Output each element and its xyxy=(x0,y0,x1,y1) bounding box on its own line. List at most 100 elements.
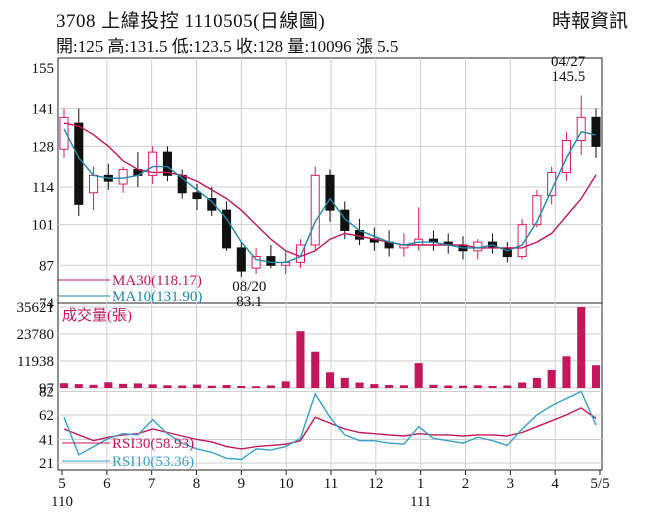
rsi30-label: RSI30(58.93) xyxy=(112,436,194,452)
rsi30-line xyxy=(63,407,597,450)
price-stats: 開:125 高:131.5 低:123.5 收:128 量:10096 漲 5.… xyxy=(56,37,399,56)
volume-bar xyxy=(222,385,231,388)
candle-body xyxy=(59,116,69,150)
month-label: 2 xyxy=(462,476,470,492)
low-date-label: 08/20 xyxy=(232,279,266,295)
price-tick-label: 128 xyxy=(32,139,55,155)
month-label: 8 xyxy=(193,476,201,492)
volume-bar xyxy=(281,381,290,388)
volume-bar xyxy=(89,384,98,388)
month-label: 10 xyxy=(279,476,294,492)
volume-bar xyxy=(148,384,157,388)
candle-body xyxy=(547,171,557,197)
ma30-label: MA30(118.17) xyxy=(112,273,202,289)
candle-body xyxy=(576,116,586,142)
volume-bar xyxy=(59,383,69,388)
price-tick-label: 101 xyxy=(32,218,55,234)
chart-title: 3708 上緯投控 1110505(日線圖) xyxy=(56,11,326,32)
candle-body xyxy=(310,174,320,246)
month-label: 5 xyxy=(58,476,66,492)
price-tick-label: 114 xyxy=(32,180,54,196)
month-label: 9 xyxy=(238,476,246,492)
candle-body xyxy=(74,122,84,205)
volume-bar xyxy=(119,383,128,388)
volume-bar xyxy=(370,384,379,388)
volume-bar xyxy=(311,351,320,388)
volume-bar xyxy=(458,385,468,388)
rsi-tick-label: 21 xyxy=(39,456,54,472)
volume-bar xyxy=(503,385,512,388)
volume-bar xyxy=(296,331,305,388)
volume-bar xyxy=(399,385,408,388)
candle-body xyxy=(325,174,335,211)
volume-bar xyxy=(591,365,601,388)
price-tick-label: 74 xyxy=(39,296,55,312)
volume-bar xyxy=(104,382,113,388)
candle-body xyxy=(591,116,601,147)
volume-bar xyxy=(74,384,83,388)
volume-bar xyxy=(488,385,497,388)
volume-bar xyxy=(429,384,438,388)
volume-bar xyxy=(163,385,172,388)
month-label: 6 xyxy=(103,476,111,492)
volume-bar xyxy=(340,377,349,388)
candle-body xyxy=(207,198,217,211)
volume-bar xyxy=(237,385,246,388)
volume-bar xyxy=(207,385,216,388)
ma10-label: MA10(131.90) xyxy=(112,289,202,305)
candle-body xyxy=(251,256,261,269)
high-date-label: 04/27 xyxy=(551,54,586,70)
volume-tick-label: 23780 xyxy=(17,327,55,343)
ma10-line xyxy=(63,128,597,264)
rsi10-line xyxy=(63,390,597,461)
price-tick-label: 87 xyxy=(39,258,55,274)
volume-bar xyxy=(178,385,187,388)
volume-bar xyxy=(266,385,275,388)
low-value-label: 83.1 xyxy=(236,294,262,310)
candle-body xyxy=(532,195,542,226)
volume-bar xyxy=(133,383,142,388)
volume-bar xyxy=(532,377,541,388)
price-tick-label: 155 xyxy=(32,61,55,77)
high-value-label: 145.5 xyxy=(551,69,585,85)
volume-tick-label: 35621 xyxy=(17,300,55,316)
candle-body xyxy=(162,151,172,176)
candle-body xyxy=(517,224,527,258)
month-label: 3 xyxy=(507,476,515,492)
volume-bar xyxy=(355,382,364,388)
candle-body xyxy=(473,241,483,252)
candle-body xyxy=(89,174,99,194)
candle-body xyxy=(236,247,246,272)
month-label: 7 xyxy=(148,476,156,492)
volume-bar xyxy=(414,363,423,388)
candle-body xyxy=(295,244,305,263)
candle-body xyxy=(192,192,202,200)
volume-tick-label: 97 xyxy=(39,381,55,397)
volume-tick-label: 11938 xyxy=(17,354,54,370)
volume-bar xyxy=(562,356,571,388)
month-label: 5/5 xyxy=(590,476,609,492)
year-label: 110 xyxy=(51,494,73,510)
volume-bar xyxy=(385,385,394,388)
candle-body xyxy=(340,209,350,231)
price-tick-label: 141 xyxy=(32,102,55,118)
volume-title: 成交量(張) xyxy=(62,306,132,324)
candle-body xyxy=(222,209,232,249)
rsi-tick-label: 62 xyxy=(39,408,54,424)
volume-bar xyxy=(577,307,586,388)
source-label: 時報資訊 xyxy=(551,11,628,32)
rsi10-label: RSI10(53.36) xyxy=(112,454,194,470)
volume-bar xyxy=(252,386,261,388)
candle-body xyxy=(266,256,276,266)
month-label: 12 xyxy=(368,476,383,492)
volume-bar xyxy=(473,385,482,388)
volume-bar xyxy=(547,369,556,388)
volume-bar xyxy=(518,382,527,388)
rsi-tick-label: 41 xyxy=(39,433,54,449)
year-label: 111 xyxy=(410,494,431,510)
candle-body xyxy=(148,151,158,176)
month-label: 4 xyxy=(551,476,559,492)
month-label: 1 xyxy=(417,476,425,492)
rsi-tick-label: 82 xyxy=(39,385,54,401)
ma30-line xyxy=(63,122,597,258)
